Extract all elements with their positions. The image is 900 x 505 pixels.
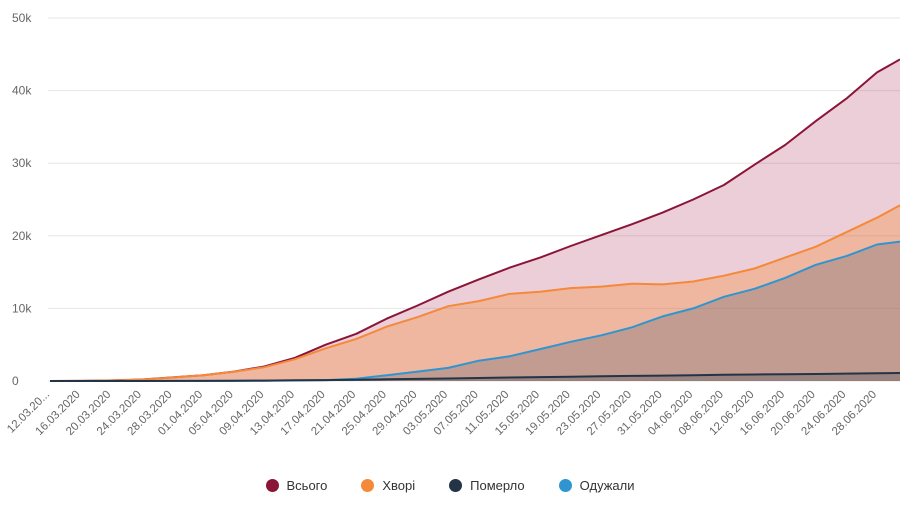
- y-tick-label: 20k: [12, 229, 32, 243]
- legend-item-recovered[interactable]: Одужали: [558, 478, 635, 493]
- legend-marker-sick: [361, 479, 375, 492]
- legend-marker-recovered: [558, 479, 572, 492]
- y-tick-label: 0: [12, 374, 19, 388]
- legend-item-sick[interactable]: Хворі: [361, 478, 415, 493]
- legend-label: Хворі: [382, 478, 416, 493]
- series-sick-line: [49, 204, 900, 382]
- legend-item-total[interactable]: Всього: [265, 478, 328, 493]
- y-tick-label: 30k: [12, 156, 32, 170]
- legend: Всього Хворі Померло Одужали: [0, 478, 900, 493]
- legend-label: Всього: [286, 478, 328, 493]
- series-died-line: [50, 372, 900, 382]
- y-tick-label: 10k: [12, 301, 32, 315]
- legend-marker-died: [449, 479, 463, 492]
- series-recovered-area: [50, 241, 900, 381]
- series-total-area: [50, 59, 900, 382]
- series-sick-area: [50, 205, 900, 381]
- legend-label: Одужали: [579, 478, 635, 493]
- series-died-area: [50, 373, 900, 381]
- y-tick-label: 40k: [12, 84, 32, 98]
- area-chart: 010k20k30k40k50k12.03.20...16.03.202020.…: [5, 11, 900, 438]
- legend-label: Померло: [470, 478, 525, 493]
- legend-marker-total: [265, 479, 279, 492]
- legend-item-died[interactable]: Померло: [449, 478, 525, 493]
- y-tick-label: 50k: [12, 11, 32, 25]
